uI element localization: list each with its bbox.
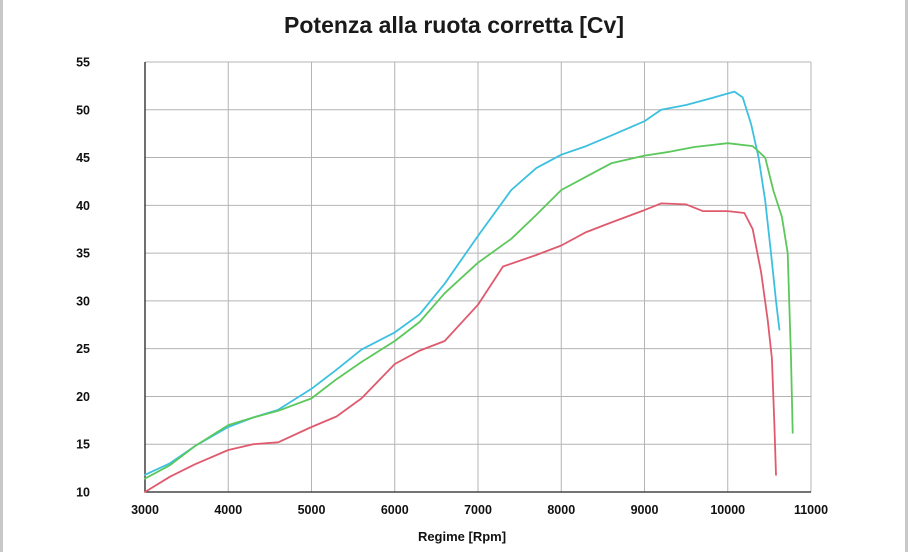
- x-tick-labels: 3000 4000 5000 6000 7000 8000 9000 10000 11000: [131, 503, 828, 517]
- series-line-3: [144, 202, 777, 493]
- chart-title: Potenza alla ruota corretta [Cv]: [284, 12, 624, 38]
- right-border: [905, 0, 908, 552]
- y-tick-label: 35: [76, 247, 90, 261]
- x-tick-label: 3000: [131, 503, 159, 517]
- series-line-1: [144, 90, 781, 476]
- y-tick-label: 50: [76, 103, 90, 117]
- y-tick-label: 15: [76, 438, 90, 452]
- y-tick-label: 10: [76, 486, 90, 500]
- axes: [144, 62, 811, 493]
- x-tick-label: 6000: [381, 503, 409, 517]
- grid: [144, 61, 812, 493]
- x-tick-label: 9000: [631, 503, 659, 517]
- x-tick-label: 7000: [464, 503, 492, 517]
- left-border: [0, 0, 3, 552]
- series-layer: [144, 90, 794, 493]
- y-tick-label: 40: [76, 199, 90, 213]
- series-line-2: [144, 142, 794, 480]
- x-tick-label: 4000: [214, 503, 242, 517]
- x-tick-label: 8000: [547, 503, 575, 517]
- y-tick-label: 30: [76, 294, 90, 308]
- y-tick-label: 45: [76, 151, 90, 165]
- y-tick-labels: 10 15 20 25 30 35 40 45 50 55: [76, 56, 90, 500]
- x-tick-label: 5000: [298, 503, 326, 517]
- x-axis-label: Regime [Rpm]: [418, 529, 506, 544]
- y-tick-label: 20: [76, 390, 90, 404]
- x-tick-label: 10000: [710, 503, 745, 517]
- y-tick-label: 55: [76, 56, 90, 70]
- y-tick-label: 25: [76, 342, 90, 356]
- x-tick-label: 11000: [794, 503, 828, 517]
